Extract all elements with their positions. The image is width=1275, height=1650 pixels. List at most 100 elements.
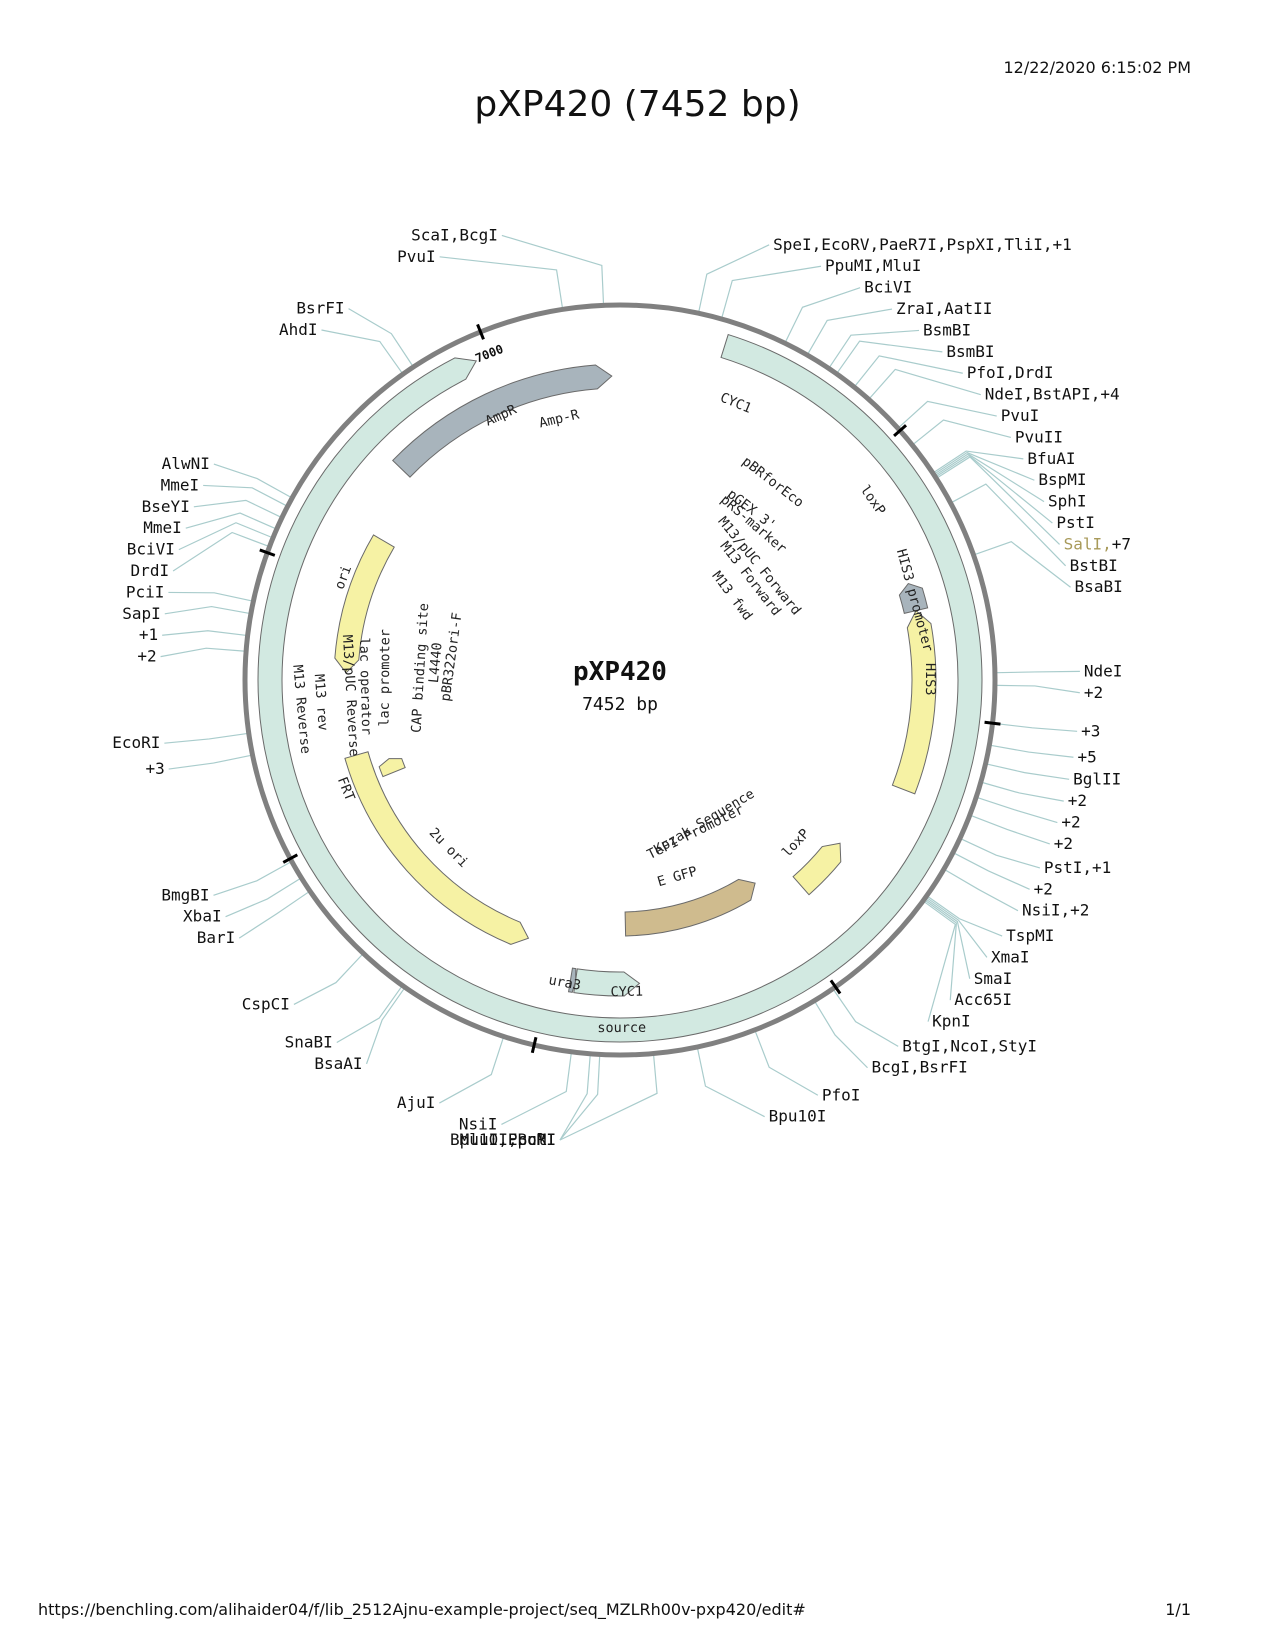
- feature-label-source: source: [597, 1020, 646, 1036]
- site-label-drdi[interactable]: DrdI: [131, 561, 170, 580]
- backbone-circle: [242, 302, 998, 1058]
- site-label-zrai-aatii[interactable]: ZraI,AatII: [896, 299, 992, 318]
- feature-arc-2u-ori[interactable]: [344, 751, 530, 945]
- site-label-ajui[interactable]: AjuI: [397, 1093, 436, 1112]
- site-label-ndei-bstapi-+4[interactable]: NdeI,BstAPI,+4: [985, 385, 1120, 404]
- feature-arc-his3-promoter[interactable]: [898, 582, 929, 614]
- site-label-pcii[interactable]: PciI: [126, 582, 165, 601]
- site-leader-line: [213, 861, 291, 896]
- site-label-bsmbi[interactable]: BsmBI: [923, 320, 971, 339]
- site-label-psti-+1[interactable]: PstI,+1: [1044, 858, 1111, 877]
- feature-label-cyc1: CYC1: [610, 984, 643, 1001]
- site-label-psti[interactable]: PstI: [1056, 513, 1095, 532]
- site-label-bglii[interactable]: BglII: [1073, 769, 1121, 788]
- feature-label-l4440: L4440: [426, 642, 446, 684]
- site-label-spei-ecorv-paer7i-pspxi-tlii-+1[interactable]: SpeI,EcoRV,PaeR7I,PspXI,TliI,+1: [773, 235, 1072, 254]
- site-label-+2[interactable]: +2: [1054, 834, 1073, 853]
- site-leader-line: [961, 838, 1041, 869]
- site-label-pvui[interactable]: PvuI: [397, 247, 436, 266]
- site-label-scai-bcgi[interactable]: ScaI,BcgI: [411, 225, 498, 244]
- site-leader-line: [321, 329, 403, 373]
- site-label-bfuai[interactable]: BfuAI: [1027, 449, 1075, 468]
- site-label-bcivi[interactable]: BciVI: [864, 278, 912, 297]
- site-leader-line: [982, 782, 1064, 802]
- site-label-nsii-+2[interactable]: NsiI,+2: [1022, 901, 1089, 920]
- site-label-pfoi[interactable]: PfoI: [822, 1085, 861, 1104]
- site-label-bsrfi[interactable]: BsrFI: [296, 299, 344, 318]
- site-label-bcgi-bsrfi[interactable]: BcgI,BsrFI: [871, 1058, 967, 1077]
- site-label-bpu10i[interactable]: Bpu10I: [769, 1107, 827, 1126]
- site-label-+3[interactable]: +3: [145, 759, 164, 778]
- site-label-xbai[interactable]: XbaI: [183, 907, 222, 926]
- site-label-nsii[interactable]: NsiI: [459, 1114, 498, 1133]
- site-leader-line: [994, 722, 1078, 732]
- site-label-kpni[interactable]: KpnI: [932, 1012, 971, 1031]
- site-label-sali-[interactable]: SalI,+7: [1064, 534, 1131, 553]
- site-label-mmei[interactable]: MmeI: [161, 475, 200, 494]
- site-label-snabi[interactable]: SnaBI: [285, 1032, 333, 1051]
- feature-arc-ori[interactable]: [334, 534, 395, 674]
- site-label-bsmbi[interactable]: BsmBI: [946, 342, 994, 361]
- site-label-+2[interactable]: +2: [1061, 813, 1080, 832]
- site-label-+2[interactable]: +2: [1068, 791, 1087, 810]
- site-leader-line: [225, 878, 301, 918]
- site-label-smai[interactable]: SmaI: [974, 969, 1013, 988]
- site-label-ahdi[interactable]: AhdI: [279, 320, 318, 339]
- site-label-bcivi[interactable]: BciVI: [127, 540, 175, 559]
- site-label-alwni[interactable]: AlwNI: [162, 454, 210, 473]
- tick-mark-4000: [530, 1036, 538, 1054]
- feature-arc-cyc1[interactable]: [573, 968, 641, 997]
- site-label-bari[interactable]: BarI: [197, 928, 236, 947]
- site-label-+1[interactable]: +1: [139, 625, 158, 644]
- site-label-bspmi[interactable]: BspMI: [1038, 470, 1086, 489]
- site-label-ndei[interactable]: NdeI: [1084, 661, 1123, 680]
- site-leader-line: [559, 1055, 591, 1141]
- site-label-ppumi-mlui[interactable]: PpuMI,MluI: [825, 256, 921, 275]
- site-leader-line: [168, 754, 251, 770]
- site-label-+2[interactable]: +2: [1084, 683, 1103, 702]
- site-label-btgi-ncoi-styi[interactable]: BtgI,NcoI,StyI: [902, 1036, 1037, 1055]
- feature-arc-e-gfp[interactable]: [624, 878, 756, 937]
- site-label-acc65i[interactable]: Acc65I: [954, 990, 1012, 1009]
- site-label-ecori[interactable]: EcoRI: [112, 733, 160, 752]
- site-label-bseyi[interactable]: BseYI: [142, 497, 190, 516]
- feature-arc-ura3[interactable]: [567, 967, 577, 993]
- tick-mark-3000: [829, 979, 842, 995]
- site-label-sapi[interactable]: SapI: [122, 604, 161, 623]
- site-label-+2[interactable]: +2: [1034, 879, 1053, 898]
- site-leader-line: [160, 647, 245, 658]
- feature-arc-his3[interactable]: [891, 609, 937, 795]
- site-leader-line: [721, 265, 822, 318]
- feature-label-ori: ori: [332, 563, 355, 591]
- site-label-pvui[interactable]: PvuI: [1001, 406, 1040, 425]
- site-label-pfoi-drdi[interactable]: PfoI,DrdI: [967, 363, 1054, 382]
- site-label-+5[interactable]: +5: [1077, 747, 1096, 766]
- site-label-+2[interactable]: +2: [137, 647, 156, 666]
- site-labels: SpeI,EcoRV,PaeR7I,PspXI,TliI,+1 PpuMI,Mlu…: [112, 225, 1131, 1149]
- feature-arc-loxp[interactable]: [792, 842, 842, 896]
- site-label-cspci[interactable]: CspCI: [242, 994, 290, 1013]
- feature-arc-frt[interactable]: [378, 758, 406, 778]
- page-title: pXP420 (7452 bp): [474, 84, 801, 125]
- feature-arc-backbone-band[interactable]: [257, 333, 983, 1043]
- site-leader-line: [987, 763, 1070, 780]
- site-label-bstbi[interactable]: BstBI: [1070, 556, 1118, 575]
- site-leader-line: [829, 329, 920, 368]
- site-leader-line: [559, 1056, 601, 1141]
- site-label-bsaai[interactable]: BsaAI: [314, 1054, 362, 1073]
- site-label-pvuii[interactable]: PvuII: [1015, 427, 1063, 446]
- site-label-bpu10i-bcli[interactable]: Bpu10I,BclI: [450, 1130, 556, 1149]
- feature-label-m13-rev: M13 rev: [311, 674, 331, 732]
- site-label-tspmi[interactable]: TspMI: [1006, 926, 1054, 945]
- site-label-bsabi[interactable]: BsaBI: [1075, 577, 1123, 596]
- feature-label-loxp: loxP: [779, 826, 813, 861]
- site-label-bmgbi[interactable]: BmgBI: [161, 885, 209, 904]
- feature-arc-ampr[interactable]: [392, 364, 613, 478]
- site-label-mmei[interactable]: MmeI: [143, 518, 182, 537]
- site-label-ppumi[interactable]: PpuMI: [508, 1130, 556, 1149]
- site-label-sphi[interactable]: SphI: [1048, 492, 1087, 511]
- site-label-xmai[interactable]: XmaI: [991, 947, 1030, 966]
- site-label-mlui-ecori[interactable]: MluI,EcoRI: [460, 1130, 556, 1149]
- site-label-+3[interactable]: +3: [1081, 721, 1100, 740]
- tick-label-7000: 7000: [473, 342, 505, 366]
